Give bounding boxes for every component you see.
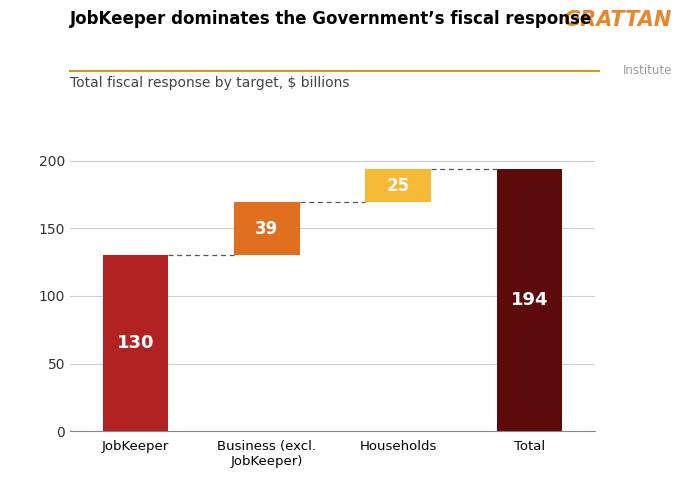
Text: JobKeeper dominates the Government’s fiscal response: JobKeeper dominates the Government’s fis… (70, 10, 592, 28)
Bar (103, 255, 169, 431)
Text: 39: 39 (256, 220, 279, 238)
Text: 130: 130 (117, 334, 155, 352)
Text: Institute: Institute (622, 64, 672, 77)
Text: 25: 25 (386, 176, 410, 195)
Bar (234, 202, 300, 255)
Bar (496, 169, 562, 431)
Text: Total fiscal response by target, $ billions: Total fiscal response by target, $ billi… (70, 76, 349, 90)
Text: 194: 194 (510, 291, 548, 309)
Bar (365, 169, 431, 202)
Text: GRATTAN: GRATTAN (564, 10, 672, 30)
